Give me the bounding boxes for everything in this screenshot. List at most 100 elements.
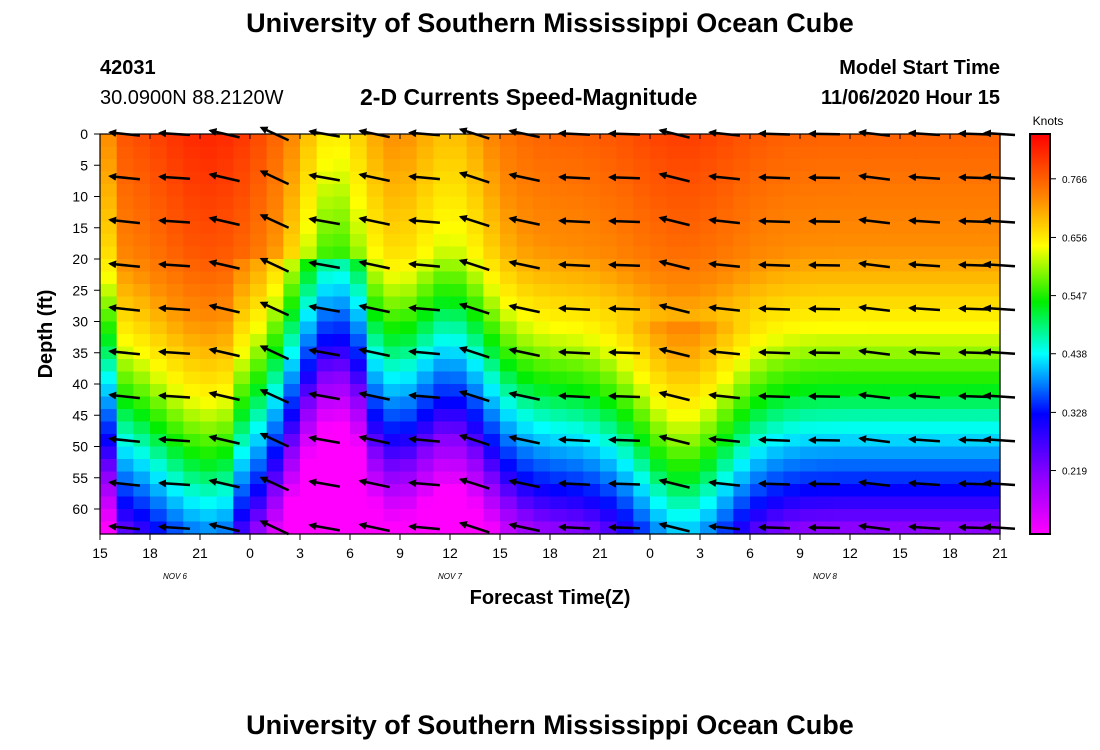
heatmap-cell — [866, 484, 884, 498]
heatmap-cell — [516, 284, 534, 298]
heatmap-cell — [800, 334, 818, 348]
heatmap-cell — [633, 171, 651, 185]
heatmap-cell — [283, 184, 301, 198]
heatmap-cell — [583, 209, 601, 223]
heatmap-cell — [750, 496, 768, 510]
heatmap-cell — [100, 459, 118, 473]
heatmap-cell — [616, 246, 634, 260]
heatmap-cell — [533, 209, 551, 223]
heatmap-cell — [183, 296, 201, 310]
heatmap-cell — [250, 409, 268, 423]
heatmap-cell — [150, 459, 168, 473]
heatmap-cell — [700, 234, 718, 248]
heatmap-cell — [800, 309, 818, 323]
heatmap-cell — [833, 259, 851, 273]
heatmap-cell — [100, 196, 118, 210]
heatmap-cell — [716, 221, 734, 235]
heatmap-cell — [550, 271, 568, 285]
heatmap-cell — [983, 396, 1001, 410]
heatmap-cell — [100, 334, 118, 348]
x-tick-label: 15 — [92, 545, 108, 561]
heatmap-cell — [266, 421, 284, 435]
heatmap-cell — [900, 246, 918, 260]
heatmap-cell — [183, 434, 201, 448]
heatmap-cell — [900, 271, 918, 285]
heatmap-cell — [650, 421, 668, 435]
heatmap-cell — [650, 196, 668, 210]
heatmap-cell — [650, 284, 668, 298]
heatmap-cell — [983, 184, 1001, 198]
heatmap-cell — [900, 234, 918, 248]
heatmap-cell — [416, 359, 434, 373]
current-vector — [208, 521, 240, 533]
heatmap-cell — [183, 446, 201, 460]
heatmap-cell — [583, 196, 601, 210]
heatmap-cell — [183, 396, 201, 410]
heatmap-cell — [483, 371, 501, 385]
heatmap-cell — [133, 184, 151, 198]
heatmap-cell — [833, 434, 851, 448]
heatmap-cell — [116, 221, 134, 235]
heatmap-cell — [633, 509, 651, 523]
heatmap-cell — [950, 421, 968, 435]
heatmap-cell — [700, 159, 718, 173]
heatmap-cell — [233, 371, 251, 385]
heatmap-cell — [233, 209, 251, 223]
heatmap-cell — [233, 171, 251, 185]
heatmap-cell — [733, 396, 751, 410]
current-vector — [858, 391, 891, 400]
heatmap-cell — [316, 284, 334, 298]
heatmap-cell — [833, 284, 851, 298]
heatmap-cell — [350, 221, 368, 235]
heatmap-cell — [400, 271, 418, 285]
heatmap-cell — [583, 409, 601, 423]
heatmap-cell — [950, 509, 968, 523]
heatmap-cell — [116, 146, 134, 160]
heatmap-cell — [266, 496, 284, 510]
heatmap-cell — [333, 271, 351, 285]
heatmap-cell — [633, 484, 651, 498]
current-vector — [858, 260, 891, 269]
heatmap-cell — [300, 409, 318, 423]
heatmap-cell — [650, 434, 668, 448]
heatmap-cell — [800, 421, 818, 435]
heatmap-cell — [633, 234, 651, 248]
heatmap-cell — [716, 196, 734, 210]
heatmap-cell — [450, 321, 468, 335]
heatmap-cell — [200, 309, 218, 323]
heatmap-cell — [783, 234, 801, 248]
heatmap-cell — [266, 409, 284, 423]
current-vector — [308, 347, 341, 357]
heatmap-cell — [333, 146, 351, 160]
heatmap-cell — [883, 234, 901, 248]
heatmap-cell — [300, 371, 318, 385]
heatmap-cell — [866, 146, 884, 160]
heatmap-cell — [716, 184, 734, 198]
current-vector — [259, 214, 290, 229]
heatmap-cell — [883, 371, 901, 385]
colorbar — [1029, 133, 1051, 535]
heatmap-cell — [233, 471, 251, 485]
heatmap-cell — [883, 459, 901, 473]
heatmap-cell — [883, 359, 901, 373]
heatmap-cell — [416, 309, 434, 323]
heatmap-cell — [783, 184, 801, 198]
heatmap-cell — [166, 146, 184, 160]
heatmap-cell — [783, 296, 801, 310]
heatmap-cell — [333, 371, 351, 385]
heatmap-cell — [816, 409, 834, 423]
heatmap-cell — [850, 409, 868, 423]
heatmap-cell — [916, 384, 934, 398]
current-vector — [458, 258, 490, 272]
heatmap-cell — [100, 421, 118, 435]
heatmap-cell — [116, 134, 134, 148]
heatmap-cell — [416, 446, 434, 460]
heatmap-cell — [416, 496, 434, 510]
heatmap-cell — [900, 184, 918, 198]
heatmap-cell — [600, 134, 618, 148]
heatmap-cell — [850, 271, 868, 285]
heatmap-cell — [316, 234, 334, 248]
heatmap-cell — [516, 446, 534, 460]
heatmap-cell — [300, 396, 318, 410]
heatmap-cell — [716, 446, 734, 460]
